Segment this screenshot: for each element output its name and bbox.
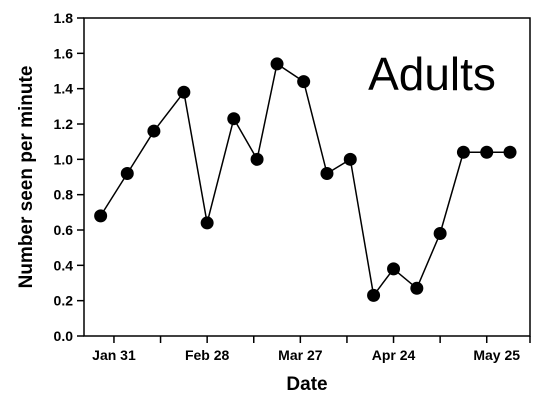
data-point xyxy=(503,145,517,159)
x-tick-label: May 25 xyxy=(473,347,520,363)
y-tick-label: 0.2 xyxy=(54,293,74,309)
x-tick-label: Jan 31 xyxy=(92,347,136,363)
x-axis-ticks: Jan 31 Feb 28 Mar 27 Apr 24 May 25 xyxy=(92,336,531,363)
data-point xyxy=(250,152,264,166)
data-point xyxy=(367,288,381,302)
data-point xyxy=(147,124,161,138)
series-line xyxy=(99,62,510,298)
data-point xyxy=(270,57,284,71)
y-axis-title: Number seen per minute xyxy=(16,66,37,289)
x-tick-label: Feb 28 xyxy=(185,347,230,363)
data-point xyxy=(387,262,401,276)
x-axis-title: Date xyxy=(286,374,327,395)
y-tick-label: 1.4 xyxy=(54,81,74,97)
data-point xyxy=(456,145,470,159)
y-tick-label: 0.6 xyxy=(54,222,74,238)
data-point xyxy=(94,209,108,223)
data-point xyxy=(177,85,191,99)
chart-annotation: Adults xyxy=(368,48,496,100)
y-tick-label: 1.2 xyxy=(54,116,74,132)
data-point xyxy=(480,145,494,159)
data-point xyxy=(410,281,424,295)
data-point xyxy=(320,166,334,180)
y-axis-ticks: 0.0 0.2 0.4 0.6 0.8 1.0 1.2 1.4 1.6 1.8 xyxy=(54,10,84,344)
plot-area-frame xyxy=(83,17,531,337)
data-point xyxy=(200,216,214,230)
y-tick-label: 1.8 xyxy=(54,10,74,26)
data-point xyxy=(297,75,311,89)
data-point xyxy=(343,152,357,166)
y-tick-label: 0.4 xyxy=(54,257,74,273)
data-point xyxy=(433,227,447,241)
data-point xyxy=(227,112,241,126)
y-tick-label: 0.8 xyxy=(54,187,74,203)
x-tick-label: Apr 24 xyxy=(372,347,416,363)
data-point xyxy=(120,166,134,180)
data-points xyxy=(94,57,517,302)
y-tick-label: 0.0 xyxy=(54,328,74,344)
x-tick-label: Mar 27 xyxy=(278,347,323,363)
y-tick-label: 1.6 xyxy=(54,45,74,61)
y-tick-label: 1.0 xyxy=(54,151,74,167)
